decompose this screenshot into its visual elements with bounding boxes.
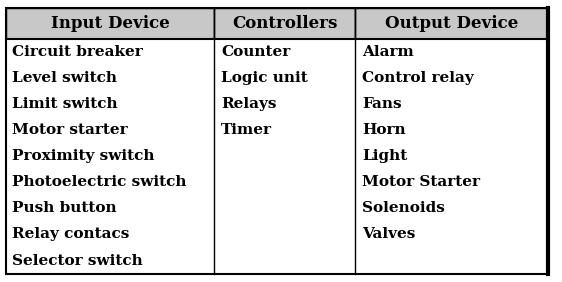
Text: Control relay: Control relay <box>362 71 474 85</box>
Text: Counter: Counter <box>221 45 291 59</box>
Text: Proximity switch: Proximity switch <box>12 149 155 163</box>
Text: Fans: Fans <box>362 97 402 111</box>
Text: Selector switch: Selector switch <box>12 254 143 268</box>
Text: Motor Starter: Motor Starter <box>362 175 480 189</box>
Text: Output Device: Output Device <box>385 15 518 32</box>
Text: Relays: Relays <box>221 97 277 111</box>
Text: Circuit breaker: Circuit breaker <box>12 45 143 59</box>
Text: Limit switch: Limit switch <box>12 97 118 111</box>
Text: Horn: Horn <box>362 123 406 137</box>
Bar <box>215 8 355 39</box>
Bar <box>355 8 548 39</box>
Text: Solenoids: Solenoids <box>362 201 445 215</box>
Text: Logic unit: Logic unit <box>221 71 308 85</box>
Text: Push button: Push button <box>12 201 117 215</box>
Text: Motor starter: Motor starter <box>12 123 128 137</box>
Text: Level switch: Level switch <box>12 71 117 85</box>
Text: Timer: Timer <box>221 123 272 137</box>
Text: Relay contacs: Relay contacs <box>12 228 130 241</box>
Text: Input Device: Input Device <box>51 15 169 32</box>
Bar <box>6 39 548 274</box>
Text: Valves: Valves <box>362 228 415 241</box>
Bar <box>6 8 215 39</box>
Text: Light: Light <box>362 149 407 163</box>
Text: Alarm: Alarm <box>362 45 414 59</box>
Text: Controllers: Controllers <box>232 15 338 32</box>
Text: Photoelectric switch: Photoelectric switch <box>12 175 187 189</box>
